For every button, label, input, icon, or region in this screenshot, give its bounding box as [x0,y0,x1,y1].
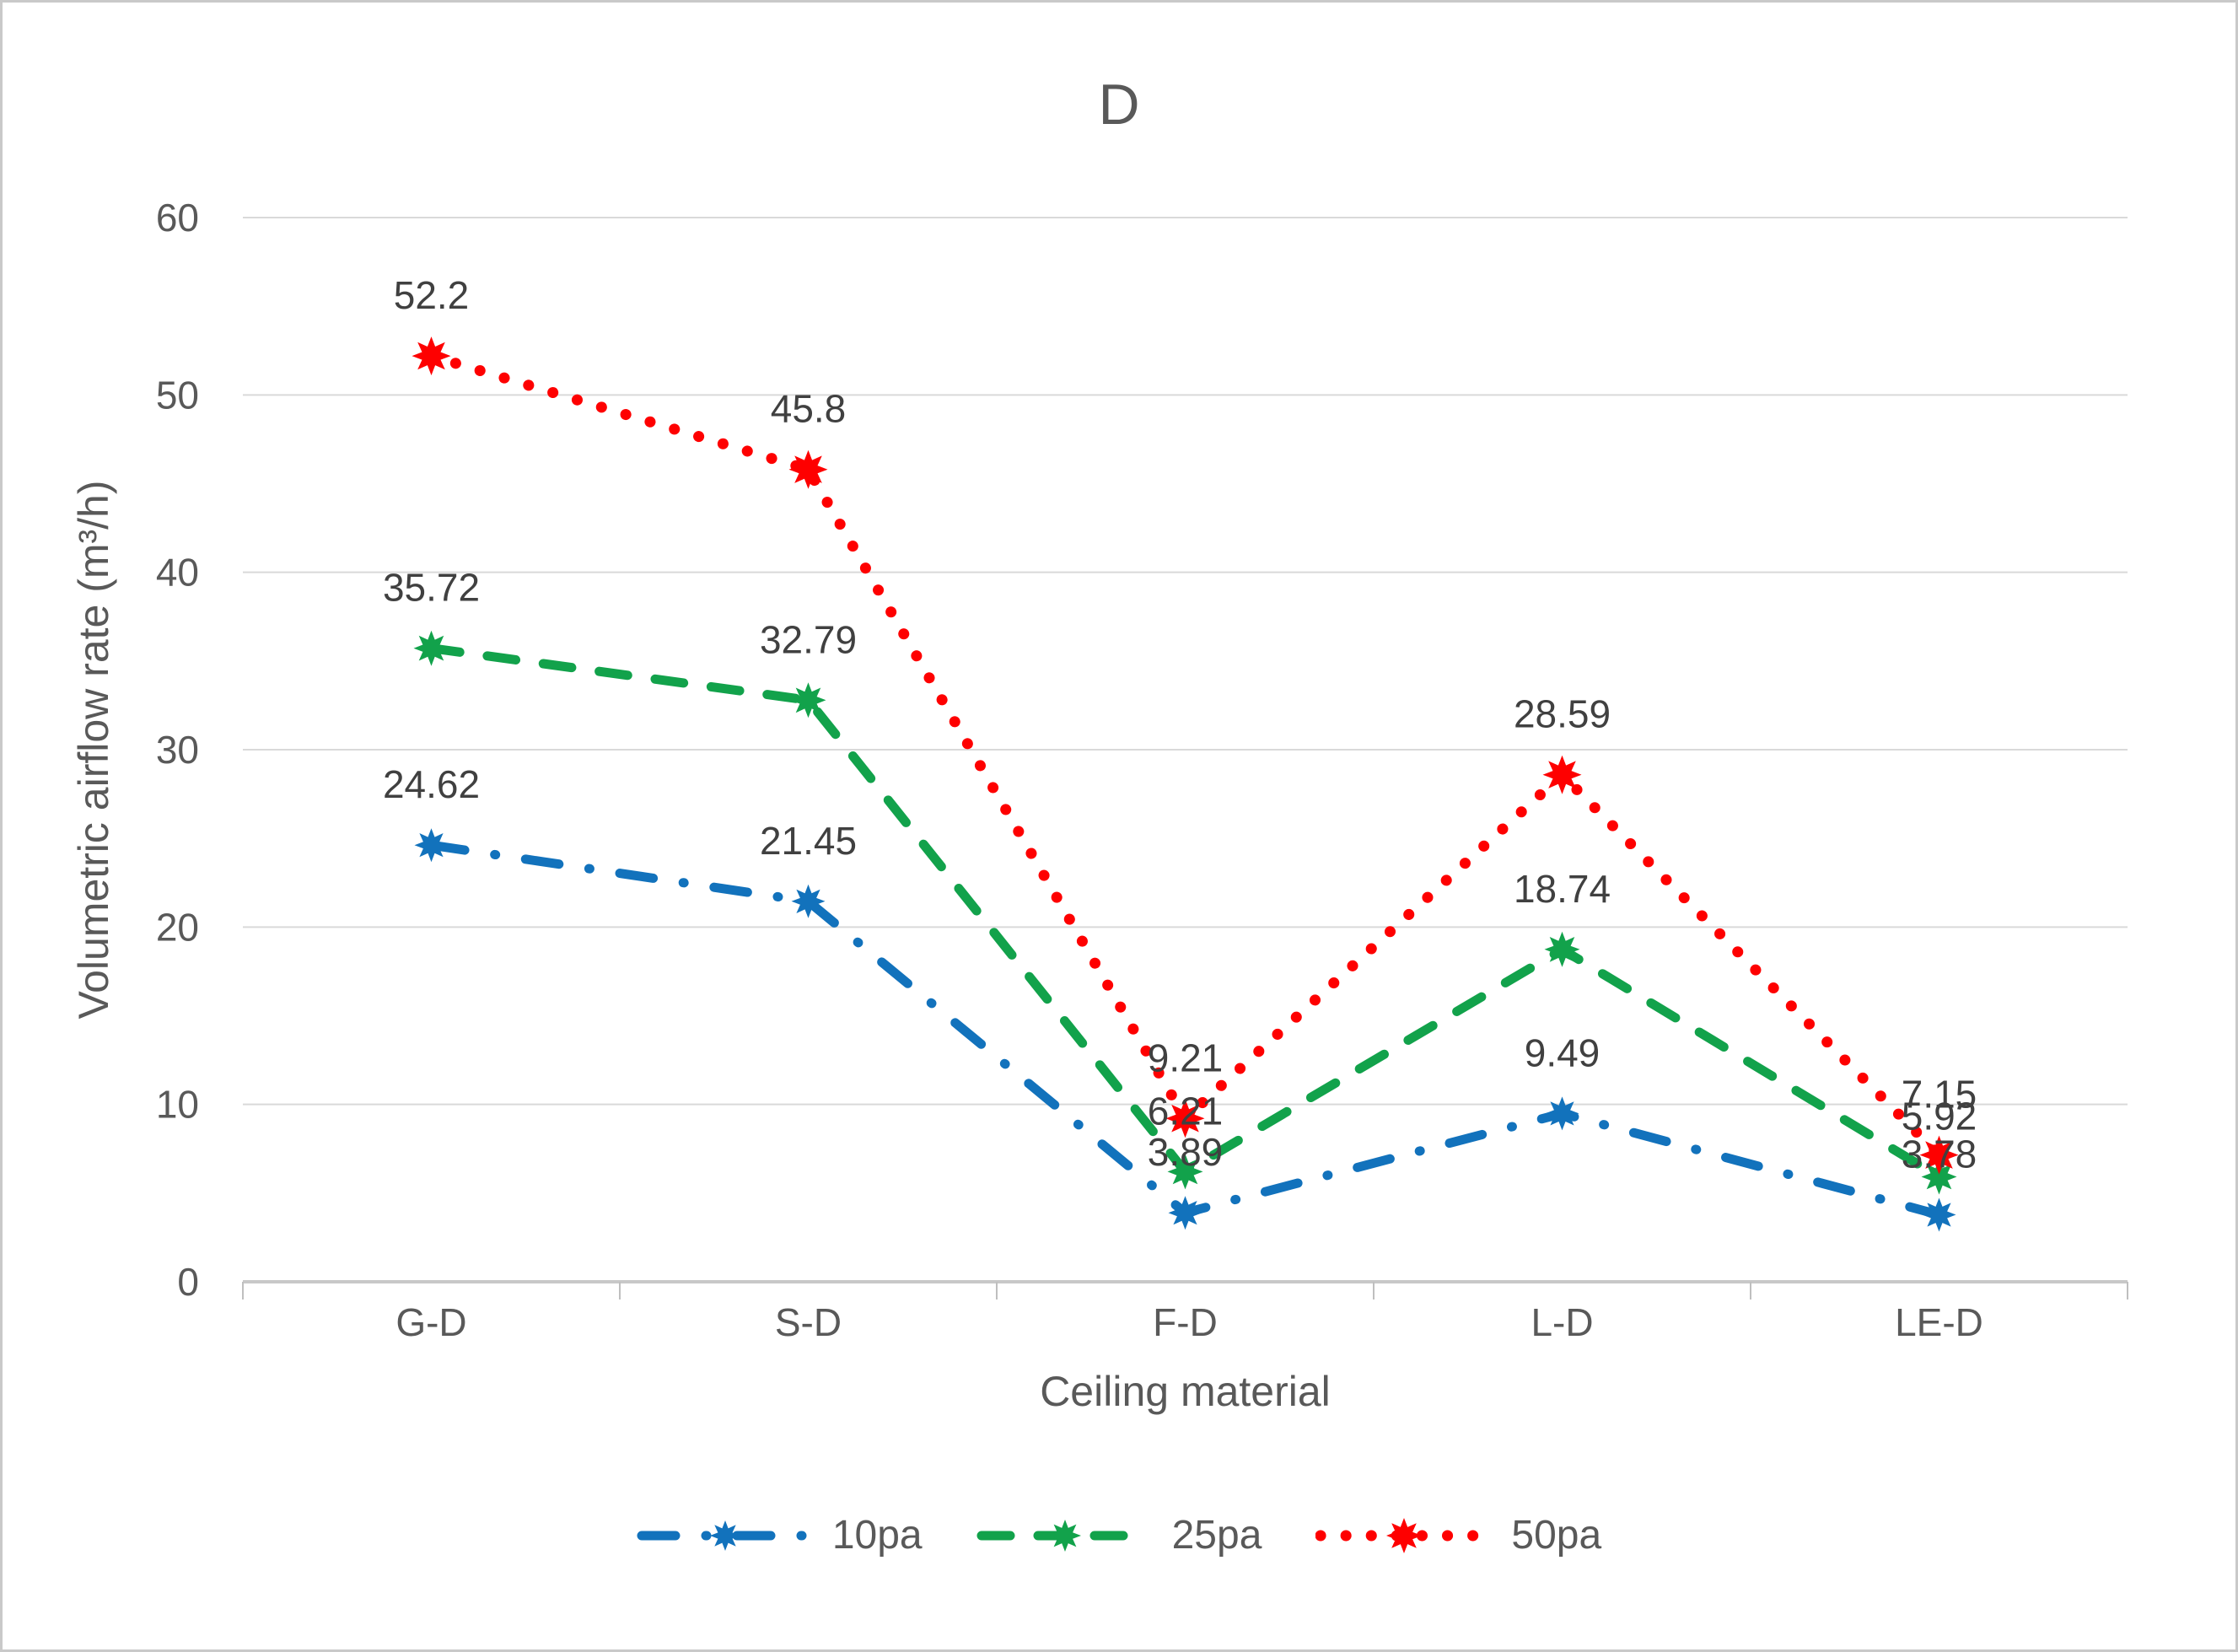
plot-area: 0 10 20 30 40 50 60 G-D S-D F-D L-D LE-D 24.62 21.45 3… [156,196,2128,1344]
legend: 10pa 25pa 50pa [3,1512,2235,1558]
series-25pa-marker [1921,1159,1957,1195]
data-label: 28.59 [1514,692,1611,736]
data-label: 52.2 [394,273,470,317]
legend-label-25pa: 25pa [1171,1513,1262,1558]
y-tick-label: 20 [156,905,199,949]
y-tick-label: 10 [156,1083,199,1127]
series-50pa-marker [1165,1099,1205,1138]
data-label: 3.78 [1902,1132,1977,1176]
x-axis-title: Ceiling material [1040,1368,1331,1415]
data-label: 3.89 [1148,1130,1224,1174]
y-tick-label: 60 [156,196,199,239]
x-tick-label: LE-D [1895,1300,1983,1344]
x-tick-label: S-D [775,1300,842,1344]
x-tick-label: L-D [1531,1300,1593,1344]
data-label: 32.79 [760,617,857,661]
data-label: 18.74 [1514,867,1611,911]
y-axis-title: Volumetric airflow rate (m³/h) [70,480,117,1020]
legend-sample-10pa [637,1520,814,1551]
series-50pa-marker [1919,1135,1959,1175]
series-25pa-marker [1544,931,1580,967]
legend-item-50pa: 50pa [1315,1512,1601,1558]
legend-item-25pa: 25pa [976,1512,1262,1558]
legend-item-10pa: 10pa [637,1512,923,1558]
data-label: 45.8 [771,387,847,431]
y-tick-label: 50 [156,373,199,417]
series-10pa-marker [1168,1196,1202,1230]
x-tick-label: G-D [395,1300,466,1344]
data-label: 5.92 [1902,1094,1977,1138]
series-25pa-marker [1167,1154,1203,1190]
series-50pa-marker [788,449,828,489]
data-label: 21.45 [760,819,857,863]
legend-sample-50pa [1315,1517,1493,1553]
series-10pa-marker [791,884,826,918]
data-label: 6.21 [1148,1089,1224,1133]
data-label: 9.49 [1525,1030,1600,1074]
y-tick-label: 40 [156,551,199,595]
data-label: 9.21 [1148,1036,1224,1079]
series-10pa-marker [414,828,449,863]
legend-label-10pa: 10pa [831,1513,923,1558]
series-25pa-marker [413,630,449,666]
data-label: 24.62 [383,762,480,806]
series-10pa-marker [1545,1096,1579,1131]
data-label: 35.72 [383,566,480,610]
y-tick-label: 30 [156,728,199,772]
series-10pa-marker [1922,1197,1956,1232]
data-label: 7.15 [1902,1073,1977,1117]
series-50pa-marker [1542,755,1582,794]
series-50pa-marker [412,336,451,376]
series-25pa-marker [790,682,826,718]
legend-label-50pa: 50pa [1511,1513,1602,1558]
legend-sample-25pa [976,1519,1154,1552]
y-tick-label: 0 [177,1260,199,1304]
x-tick-label: F-D [1153,1300,1218,1344]
chart-title: D [1098,73,1140,137]
